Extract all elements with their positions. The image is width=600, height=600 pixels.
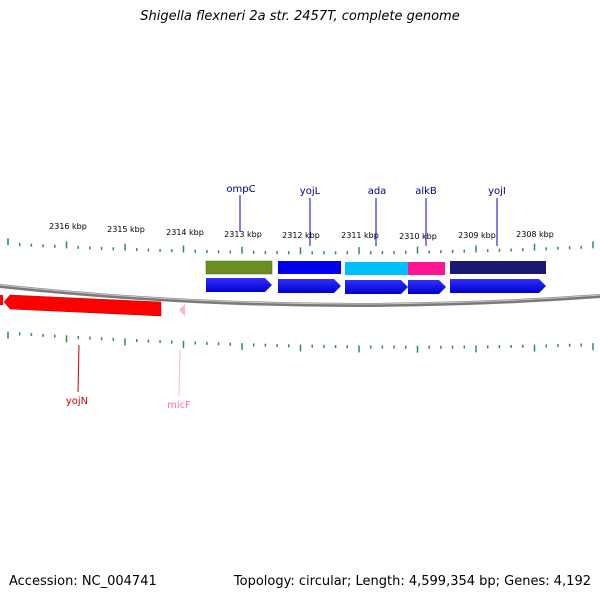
tick-label: 2312 kbp xyxy=(282,231,320,240)
tick-marks-bottom xyxy=(7,331,594,353)
gene-feature-alkb[interactable] xyxy=(408,262,445,275)
tick-label: 2313 kbp xyxy=(224,230,262,239)
gene-label-ompc[interactable]: ompC xyxy=(226,184,255,195)
gene-feature-yoji[interactable] xyxy=(450,261,546,274)
genome-backbone-highlight xyxy=(0,284,600,305)
cds-arrow-ompc[interactable] xyxy=(206,278,272,292)
gene-label-ada[interactable]: ada xyxy=(368,186,387,197)
gene-feature-ada[interactable] xyxy=(345,262,408,275)
tick-labels: 2316 kbp 2315 kbp 2314 kbp 2313 kbp 2312… xyxy=(49,222,554,241)
leader-line-micf xyxy=(178,349,181,397)
genome-summary-text: Topology: circular; Length: 4,599,354 bp… xyxy=(233,574,591,589)
gene-label-yojl[interactable]: yojL xyxy=(300,186,321,197)
forward-gene-features xyxy=(205,260,546,275)
label-leader-lines xyxy=(77,195,498,397)
tick-label: 2311 kbp xyxy=(341,231,379,240)
forward-cds-arrows xyxy=(206,278,546,294)
cds-arrow-alkb[interactable] xyxy=(408,280,446,294)
gene-label-yoji[interactable]: yojI xyxy=(488,186,506,197)
cds-arrow-ada[interactable] xyxy=(345,280,408,294)
gene-feature-yojn[interactable] xyxy=(3,294,162,317)
gene-feature-micf[interactable] xyxy=(179,304,185,316)
gene-label-alkb[interactable]: alkB xyxy=(415,186,437,197)
genome-title: Shigella flexneri 2a str. 2457T, complet… xyxy=(140,9,460,24)
tick-label: 2315 kbp xyxy=(107,225,145,234)
gene-feature-ompc[interactable] xyxy=(205,260,273,275)
tick-label: 2310 kbp xyxy=(399,232,437,241)
tick-label: 2316 kbp xyxy=(49,222,87,231)
cds-arrow-yoji[interactable] xyxy=(450,279,546,293)
cds-arrow-yojl[interactable] xyxy=(278,279,341,293)
gene-feature-yojl[interactable] xyxy=(278,261,341,274)
gene-label-yojn[interactable]: yojN xyxy=(66,396,88,407)
tick-label: 2314 kbp xyxy=(166,228,204,237)
accession-text: Accession: NC_004741 xyxy=(9,574,157,589)
gene-label-micf[interactable]: micF xyxy=(167,400,191,411)
tick-label: 2309 kbp xyxy=(458,231,496,240)
genome-backbone xyxy=(0,284,600,307)
tick-marks-top xyxy=(7,238,594,255)
gene-feature-left-edge xyxy=(0,295,3,305)
reverse-gene-features xyxy=(0,294,185,317)
feature-labels: ompC yojL ada alkB yojI yojN micF xyxy=(66,184,506,411)
leader-line-yojn xyxy=(77,344,80,393)
tick-label: 2308 kbp xyxy=(516,230,554,239)
